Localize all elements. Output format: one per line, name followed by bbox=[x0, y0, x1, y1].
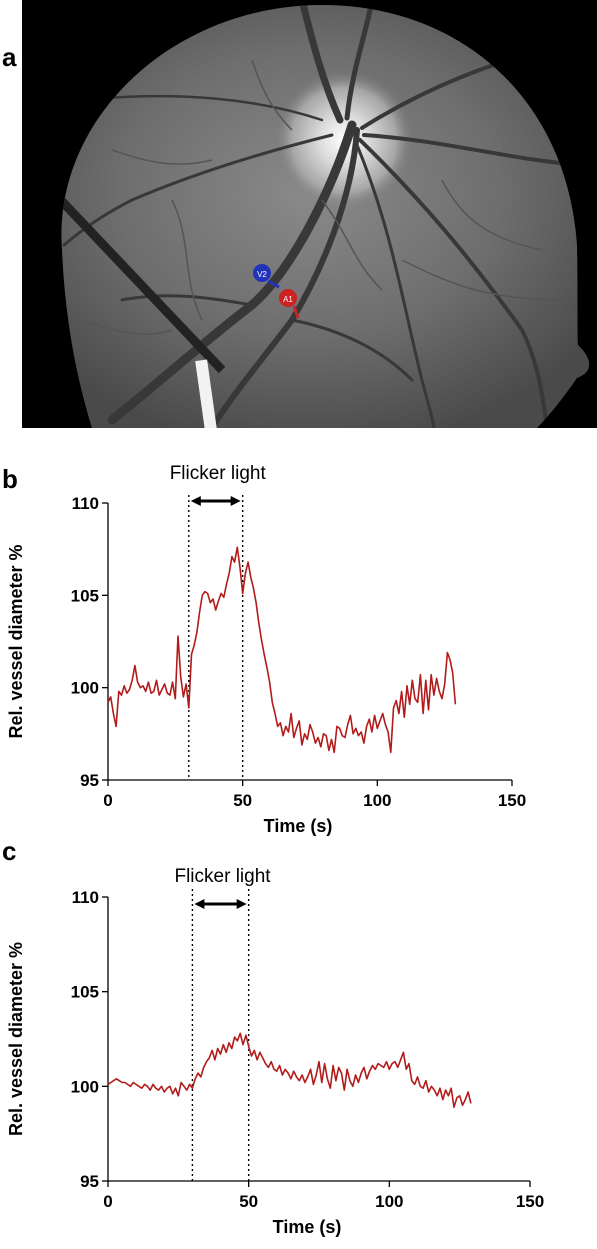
flicker-arrow-left-head bbox=[194, 899, 205, 909]
y-tick-label: 95 bbox=[80, 1172, 99, 1191]
x-axis-label: Time (s) bbox=[273, 1217, 342, 1237]
marker-v2-label: V2 bbox=[257, 270, 267, 279]
flicker-arrow-left-head bbox=[190, 496, 201, 506]
marker-v2: V2 bbox=[253, 264, 280, 289]
y-axis-label: Rel. vessel diameter % bbox=[6, 544, 26, 738]
panel-letter-a: a bbox=[2, 42, 17, 72]
marker-a1: A1 bbox=[279, 289, 300, 319]
flicker-light-label: Flicker light bbox=[170, 463, 267, 484]
x-tick-label: 150 bbox=[516, 1192, 544, 1211]
x-tick-label: 0 bbox=[103, 791, 112, 810]
x-axis-label: Time (s) bbox=[264, 816, 333, 836]
flicker-arrow-right-head bbox=[236, 899, 247, 909]
marker-a1-label: A1 bbox=[283, 295, 293, 304]
x-tick-label: 0 bbox=[103, 1192, 112, 1211]
y-tick-label: 105 bbox=[71, 586, 99, 605]
y-tick-label: 100 bbox=[71, 1077, 99, 1096]
y-tick-label: 105 bbox=[71, 983, 99, 1002]
diameter-trace bbox=[107, 546, 457, 754]
chart-c: 95 100 105 110 0 50 100 150 Time (s) Rel. vessel … bbox=[6, 866, 544, 1237]
y-tick-label: 100 bbox=[71, 679, 99, 698]
panel-letter-b: b bbox=[2, 464, 18, 494]
y-tick-label: 110 bbox=[72, 888, 99, 907]
y-axis-label: Rel. vessel diameter % bbox=[6, 942, 26, 1136]
x-tick-label: 150 bbox=[498, 791, 526, 810]
chart-b: 95 100 105 110 0 50 100 150 Time (s) Rel. vessel … bbox=[6, 463, 526, 836]
diameter-trace bbox=[107, 1032, 472, 1108]
x-tick-label: 50 bbox=[233, 791, 252, 810]
flicker-arrow-right-head bbox=[230, 496, 241, 506]
x-tick-label: 100 bbox=[363, 791, 391, 810]
flicker-light-label: Flicker light bbox=[174, 866, 271, 887]
fundus-image: V2 A1 bbox=[22, 0, 597, 428]
y-tick-label: 110 bbox=[72, 494, 99, 513]
y-tick-label: 95 bbox=[80, 771, 99, 790]
x-tick-label: 50 bbox=[239, 1192, 258, 1211]
x-tick-label: 100 bbox=[375, 1192, 403, 1211]
panel-letter-c: c bbox=[2, 836, 17, 866]
